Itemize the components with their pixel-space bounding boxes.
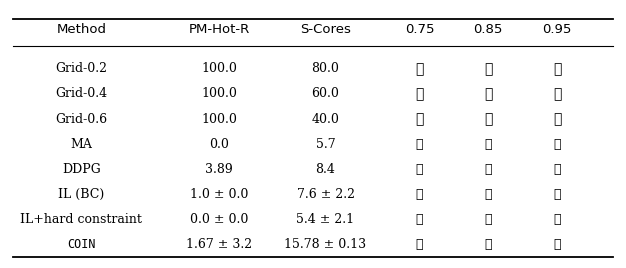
Text: ✗: ✗ <box>484 62 493 76</box>
Text: 80.0: 80.0 <box>312 62 339 75</box>
Text: ✓: ✓ <box>416 188 423 201</box>
Text: 0.95: 0.95 <box>543 23 572 36</box>
Text: PM-Hot-R: PM-Hot-R <box>188 23 250 36</box>
Text: ✓: ✓ <box>416 213 423 226</box>
Text: Grid-0.2: Grid-0.2 <box>55 62 108 75</box>
Text: 0.85: 0.85 <box>474 23 503 36</box>
Text: 0.0: 0.0 <box>209 138 229 151</box>
Text: ✓: ✓ <box>485 163 492 176</box>
Text: 1.0 ± 0.0: 1.0 ± 0.0 <box>190 188 249 201</box>
Text: ✗: ✗ <box>484 87 493 101</box>
Text: 100.0: 100.0 <box>201 62 237 75</box>
Text: S-Cores: S-Cores <box>300 23 351 36</box>
Text: 1.67 ± 3.2: 1.67 ± 3.2 <box>186 238 252 251</box>
Text: ✓: ✓ <box>416 238 423 251</box>
Text: 5.4 ± 2.1: 5.4 ± 2.1 <box>297 213 354 226</box>
Text: ✓: ✓ <box>416 163 423 176</box>
Text: 5.7: 5.7 <box>316 138 336 151</box>
Text: 60.0: 60.0 <box>312 87 339 100</box>
Text: ✓: ✓ <box>485 188 492 201</box>
Text: ✗: ✗ <box>553 87 562 101</box>
Text: ✗: ✗ <box>415 62 424 76</box>
Text: 40.0: 40.0 <box>312 113 339 126</box>
Text: Method: Method <box>56 23 106 36</box>
Text: 8.4: 8.4 <box>316 163 336 176</box>
Text: ✗: ✗ <box>553 62 562 76</box>
Text: Grid-0.4: Grid-0.4 <box>55 87 108 100</box>
Text: DDPG: DDPG <box>62 163 101 176</box>
Text: 100.0: 100.0 <box>201 113 237 126</box>
Text: ✗: ✗ <box>415 87 424 101</box>
Text: ✓: ✓ <box>485 138 492 151</box>
Text: MA: MA <box>71 138 92 151</box>
Text: ✓: ✓ <box>553 188 561 201</box>
Text: ✓: ✓ <box>553 238 561 251</box>
Text: Grid-0.6: Grid-0.6 <box>55 113 108 126</box>
Text: ✓: ✓ <box>485 238 492 251</box>
Text: ✗: ✗ <box>553 112 562 126</box>
Text: ✓: ✓ <box>416 138 423 151</box>
Text: COIN: COIN <box>67 238 96 251</box>
Text: ✓: ✓ <box>485 213 492 226</box>
Text: IL+hard constraint: IL+hard constraint <box>21 213 142 226</box>
Text: 15.78 ± 0.13: 15.78 ± 0.13 <box>284 238 367 251</box>
Text: ✓: ✓ <box>553 213 561 226</box>
Text: ✗: ✗ <box>484 112 493 126</box>
Text: ✓: ✓ <box>553 163 561 176</box>
Text: ✓: ✓ <box>553 138 561 151</box>
Text: 100.0: 100.0 <box>201 87 237 100</box>
Text: 0.0 ± 0.0: 0.0 ± 0.0 <box>190 213 249 226</box>
Text: 0.75: 0.75 <box>404 23 434 36</box>
Text: IL (BC): IL (BC) <box>58 188 105 201</box>
Text: 3.89: 3.89 <box>205 163 233 176</box>
Text: 7.6 ± 2.2: 7.6 ± 2.2 <box>297 188 354 201</box>
Text: ✗: ✗ <box>415 112 424 126</box>
